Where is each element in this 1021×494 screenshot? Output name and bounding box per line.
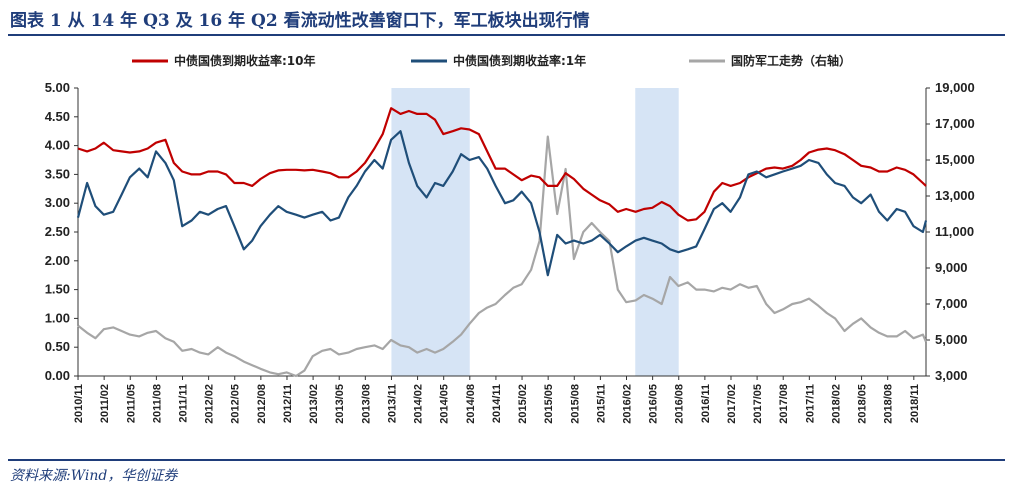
left-tick-label: 3.50 — [45, 166, 70, 181]
right-tick-label: 9,000 — [935, 260, 968, 275]
shaded-windows — [391, 88, 679, 376]
right-tick-label: 17,000 — [935, 116, 975, 131]
x-tick-label: 2017/02 — [726, 384, 738, 424]
series-line-2 — [76, 130, 928, 277]
x-tick-label: 2017/11 — [804, 384, 816, 423]
x-tick-label: 2011/02 — [99, 384, 111, 423]
x-tick-label: 2013/05 — [334, 384, 346, 424]
x-tick-label: 2011/08 — [151, 384, 163, 423]
right-tick-label: 11,000 — [935, 224, 974, 239]
title-rule — [8, 34, 1005, 36]
right-tick-label: 3,000 — [935, 368, 968, 383]
legend: 中债国债到期收益率:10年 中债国债到期收益率:1年 国防军工走势（右轴） — [132, 53, 851, 68]
x-tick-label: 2010/11 — [73, 384, 85, 423]
figure-title-bar: 图表 1 从 14 年 Q3 及 16 年 Q2 看流动性改善窗口下，军工板块出… — [0, 0, 1021, 36]
left-tick-label: 2.00 — [45, 253, 70, 268]
right-tick-label: 5,000 — [935, 332, 968, 347]
x-tick-label: 2015/08 — [569, 384, 581, 424]
x-tick-label: 2014/08 — [465, 384, 477, 424]
x-tick-label: 2018/02 — [830, 384, 842, 424]
x-tick-label: 2018/11 — [909, 384, 921, 423]
x-tick-label: 2015/05 — [543, 384, 555, 424]
x-tick-label: 2015/02 — [517, 384, 529, 424]
left-tick-label: 2.50 — [45, 224, 70, 239]
series-line-3 — [77, 135, 928, 378]
left-tick-label: 1.00 — [45, 310, 70, 325]
source-note: 资料来源:Wind，华创证券 — [10, 468, 178, 484]
series-line-1 — [77, 107, 927, 222]
x-tick-label: 2014/05 — [439, 384, 451, 424]
legend-label-2: 中债国债到期收益率:1年 — [453, 53, 586, 68]
left-tick-label: 5.00 — [45, 80, 70, 95]
left-tick-label: 3.00 — [45, 195, 70, 210]
x-tick-label: 2016/02 — [622, 384, 634, 424]
x-tick-label: 2016/08 — [674, 384, 686, 424]
legend-label-3: 国防军工走势（右轴） — [731, 53, 851, 68]
axes: 0.00 0.50 1.00 1.50 2.00 2.50 3.00 3.50 4.00 4.50… — [45, 80, 975, 424]
shaded-window-1 — [391, 88, 470, 376]
x-tick-label: 2017/08 — [778, 384, 790, 424]
x-tick-label: 2018/05 — [857, 384, 869, 424]
x-tick-label: 2016/11 — [700, 384, 712, 423]
x-tick-label: 2014/11 — [491, 384, 503, 423]
x-tick-label: 2011/11 — [178, 384, 190, 423]
x-tick-label: 2013/02 — [308, 384, 320, 424]
bottom-rule — [8, 459, 1005, 461]
left-tick-label: 0.50 — [45, 339, 70, 354]
series-lines — [76, 107, 928, 378]
right-tick-label: 7,000 — [935, 296, 968, 311]
x-tick-label: 2011/05 — [125, 384, 137, 423]
x-tick-label: 2012/05 — [230, 384, 242, 424]
x-tick-label: 2018/08 — [883, 384, 895, 424]
left-tick-label: 4.50 — [45, 109, 70, 124]
left-tick-label: 4.00 — [45, 138, 70, 153]
x-tick-label: 2017/05 — [752, 384, 764, 424]
figure-title: 图表 1 从 14 年 Q3 及 16 年 Q2 看流动性改善窗口下，军工板块出… — [10, 11, 590, 31]
x-tick-label: 2013/11 — [386, 384, 398, 423]
x-tick-label: 2015/11 — [595, 384, 607, 423]
legend-label-1: 中债国债到期收益率:10年 — [174, 53, 316, 68]
x-tick-label: 2012/02 — [204, 384, 216, 424]
chart: 0.00 0.50 1.00 1.50 2.00 2.50 3.00 3.50 4.00 4.50… — [45, 53, 975, 424]
x-tick-label: 2012/11 — [282, 384, 294, 423]
right-tick-label: 13,000 — [935, 188, 975, 203]
x-tick-label: 2012/08 — [256, 384, 268, 424]
x-tick-label: 2014/02 — [413, 384, 425, 424]
left-tick-label: 0.00 — [45, 368, 70, 383]
x-tick-label: 2016/05 — [648, 384, 660, 424]
left-tick-label: 1.50 — [45, 282, 70, 297]
shaded-window-2 — [635, 88, 679, 376]
right-tick-label: 15,000 — [935, 152, 975, 167]
right-tick-label: 19,000 — [935, 80, 975, 95]
x-tick-label: 2013/08 — [360, 384, 372, 424]
